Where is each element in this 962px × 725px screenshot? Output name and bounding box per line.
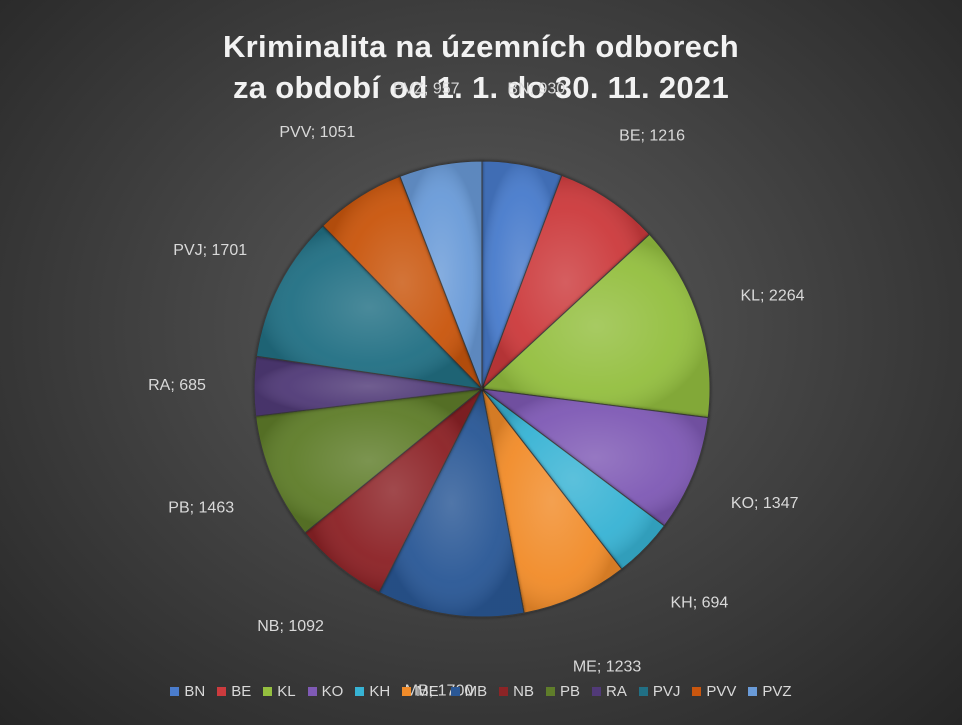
pie-slice-shine-pvv xyxy=(322,176,482,389)
legend-label-ra: RA xyxy=(606,683,627,700)
legend-swatch-ko xyxy=(307,687,317,696)
pie-slice-kl xyxy=(480,233,711,419)
legend-label-pvz: PVZ xyxy=(762,683,792,700)
data-label-kl: KL; 2264 xyxy=(740,288,804,305)
pie-slice-bn xyxy=(481,160,563,390)
data-label-pvj: PVJ; 1701 xyxy=(173,242,247,259)
legend-swatch-pvz xyxy=(748,687,758,696)
pie-slice-me xyxy=(481,388,623,614)
legend-item-be: BE xyxy=(217,683,251,700)
pie-slice-pvj xyxy=(255,225,484,390)
pie-slice-pb xyxy=(255,388,484,534)
pie-slice-shine-pb xyxy=(255,389,482,533)
legend-label-nb: NB xyxy=(513,683,534,700)
legend-label-be: BE xyxy=(231,683,252,700)
legend-label-ko: KO xyxy=(321,683,344,700)
legend-swatch-bn xyxy=(170,687,180,696)
legend-label-pvj: PVJ xyxy=(652,683,681,700)
pie-slice-shine-mb xyxy=(379,389,525,617)
chart-title-line-1: Kriminalita na územních odborech xyxy=(222,29,739,64)
legend-label-me: ME xyxy=(416,683,439,700)
legend-label-bn: BN xyxy=(184,683,206,700)
data-label-bn: BN; 930 xyxy=(507,80,565,97)
legend-swatch-me xyxy=(402,687,412,696)
legend-label-kl: KL xyxy=(277,683,296,700)
legend-label-mb: MB xyxy=(464,683,488,700)
pie-slice-shine-pvj xyxy=(256,225,482,389)
legend-item-pvj: PVJ xyxy=(638,683,681,700)
pie-slice-pvz xyxy=(399,160,483,390)
legend-swatch-kl xyxy=(263,687,273,696)
legend-item-me: ME xyxy=(402,683,439,700)
pie-slice-shine-be xyxy=(482,175,650,389)
legend-label-pvv: PVV xyxy=(706,683,737,700)
legend-swatch-ra xyxy=(592,687,602,696)
legend-item-nb: NB xyxy=(499,683,534,700)
legend-swatch-mb xyxy=(450,687,460,696)
legend-item-pb: PB xyxy=(546,683,580,700)
legend-item-mb: MB xyxy=(450,683,488,700)
legend: BN BE KL KO KH ME MB NB PB RA PVJ PVV PVZ xyxy=(0,683,962,700)
legend-item-bn: BN xyxy=(170,683,205,700)
legend-swatch-pb xyxy=(546,687,555,696)
pie-slice-shine-kl xyxy=(482,234,710,418)
data-label-ko: KO; 1347 xyxy=(731,495,799,512)
legend-swatch-pvj xyxy=(638,687,648,696)
pie-slice-mb xyxy=(378,387,525,618)
legend-swatch-kh xyxy=(355,687,365,696)
data-label-me: ME; 1233 xyxy=(573,659,642,676)
data-label-ra: RA; 685 xyxy=(148,377,206,394)
data-label-be: BE; 1216 xyxy=(619,127,685,144)
pie-slice-shine-ko xyxy=(482,389,709,526)
legend-label-pb: PB xyxy=(560,683,581,700)
pie-slice-shine-nb xyxy=(305,389,482,593)
legend-label-kh: KH xyxy=(369,683,391,700)
data-label-pvz: PVZ; 957 xyxy=(393,81,460,98)
chart-title-line-2: za období od 1. 1. do 30. 11. 2021 xyxy=(232,70,730,105)
pie-slice-be xyxy=(481,174,651,390)
legend-item-kl: KL xyxy=(263,683,296,700)
legend-item-pvv: PVV xyxy=(692,683,736,700)
legend-swatch-nb xyxy=(499,687,509,696)
legend-swatch-be xyxy=(217,687,227,696)
data-label-kh: KH; 694 xyxy=(670,594,728,611)
pie-slice-shine-pvz xyxy=(399,161,482,389)
legend-swatch-pvv xyxy=(692,687,702,696)
pie-slice-shine-kh xyxy=(482,389,665,570)
data-label-nb: NB; 1092 xyxy=(257,618,324,635)
legend-item-ra: RA xyxy=(592,683,627,700)
pie-slice-shine-ra xyxy=(254,356,482,417)
pie-slices xyxy=(253,160,711,618)
pie-slice-shine-me xyxy=(482,389,622,614)
data-label-pb: PB; 1463 xyxy=(168,500,234,517)
pie-slice-ko xyxy=(480,388,709,527)
chart-title: Kriminalita na územních odborech za obdo… xyxy=(0,26,962,108)
pie-data-labels: BN; 930 BE; 1216 KL; 2264 KO; 1347 KH; 694 ME… xyxy=(148,80,805,699)
pie-slice-shine-bn xyxy=(482,161,562,389)
legend-item-kh: KH xyxy=(355,683,390,700)
legend-item-pvz: PVZ xyxy=(748,683,792,700)
legend-item-ko: KO xyxy=(307,683,344,700)
data-label-pvv: PVV; 1051 xyxy=(279,124,355,141)
